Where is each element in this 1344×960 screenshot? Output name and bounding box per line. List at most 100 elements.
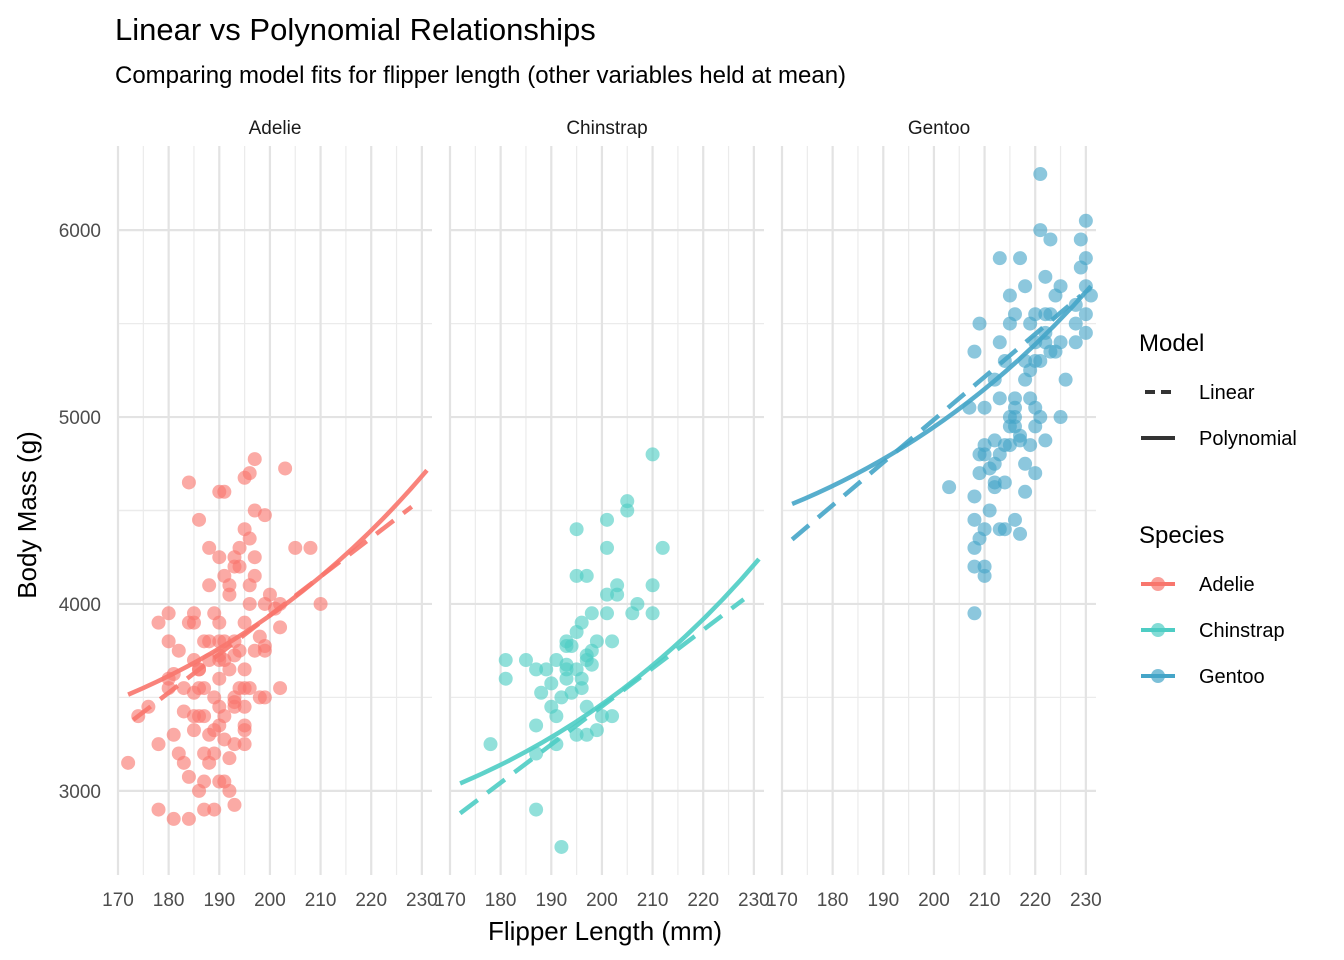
data-point (202, 578, 217, 593)
data-point (600, 587, 614, 602)
data-point (273, 681, 288, 696)
data-point (1053, 335, 1068, 350)
polynomial-fit-line (459, 557, 761, 786)
x-tick-label: 220 (687, 890, 719, 911)
data-point (151, 802, 166, 817)
data-point (181, 769, 196, 784)
y-tick-label: 4000 (59, 595, 101, 616)
x-axis-label: Flipper Length (mm) (488, 916, 722, 946)
data-point (529, 718, 544, 733)
data-point (518, 653, 533, 668)
data-point (247, 452, 262, 467)
data-point (222, 578, 237, 593)
data-point (992, 335, 1007, 350)
data-point (1033, 223, 1048, 238)
facet-panel-adelie: Adelie 170 180 190 200 210 220 230 (102, 118, 438, 911)
x-tick-label: 170 (434, 890, 466, 911)
legend-species-title: Species (1139, 522, 1224, 549)
x-tick-label: 180 (817, 890, 849, 911)
data-point (620, 494, 635, 509)
data-point (1028, 466, 1043, 481)
data-point (161, 606, 176, 621)
data-point (161, 634, 176, 649)
linear-fit-line (790, 293, 1083, 542)
data-point (1013, 526, 1028, 541)
data-point (166, 811, 181, 826)
data-point (1018, 484, 1033, 499)
data-point (1053, 410, 1068, 425)
data-point (222, 783, 237, 798)
data-point (151, 615, 166, 630)
facet-panel-gentoo: Gentoo 170 180 190 200 210 220 230 (766, 118, 1102, 911)
data-point (605, 634, 620, 649)
x-tick-label: 230 (738, 890, 770, 911)
data-point (217, 709, 232, 724)
data-point (1007, 391, 1022, 406)
data-point (288, 540, 303, 555)
data-point (579, 568, 594, 583)
data-point (534, 685, 549, 700)
data-point (197, 709, 212, 724)
data-point (166, 727, 181, 742)
x-tick-label: 180 (485, 890, 517, 911)
chart-title: Linear vs Polynomial Relationships (115, 12, 596, 47)
data-point (569, 727, 584, 742)
data-point (1028, 307, 1043, 322)
data-point (1068, 335, 1083, 350)
legend-adelie-label: Adelie (1199, 574, 1255, 596)
data-point (212, 550, 227, 565)
data-point (262, 587, 277, 602)
data-point (645, 578, 660, 593)
data-point (222, 662, 237, 677)
data-point (584, 657, 599, 672)
data-point (1033, 167, 1048, 182)
data-point (645, 606, 660, 621)
data-point (1078, 251, 1093, 266)
data-point (529, 802, 544, 817)
data-point (1078, 213, 1093, 228)
data-point (227, 737, 242, 752)
data-point (1058, 372, 1073, 387)
data-point (242, 596, 257, 611)
x-tick-label: 200 (918, 890, 950, 911)
x-tick-label: 230 (406, 890, 438, 911)
legend-adelie-dot (1151, 577, 1165, 591)
data-point (1038, 433, 1053, 448)
data-point (237, 699, 252, 714)
data-point (600, 606, 614, 621)
data-point (222, 751, 237, 766)
data-point (967, 344, 982, 359)
data-point (1038, 269, 1053, 284)
data-point (594, 709, 609, 724)
data-point (498, 671, 513, 686)
data-point (554, 839, 569, 854)
facet-strip-label: Adelie (249, 118, 302, 139)
facet-panel-chinstrap: Chinstrap 170 180 190 200 210 220 230 (434, 118, 770, 911)
data-point (242, 531, 257, 546)
data-point (171, 643, 186, 658)
legend-chinstrap-label: Chinstrap (1199, 620, 1285, 642)
data-point (197, 681, 212, 696)
data-point (1023, 438, 1038, 453)
data-point (151, 737, 166, 752)
data-point (1007, 410, 1022, 425)
data-point (982, 503, 997, 518)
data-point (181, 811, 196, 826)
data-point (1002, 288, 1017, 303)
data-point (232, 540, 247, 555)
data-point (181, 475, 196, 490)
legend-model-title: Model (1139, 330, 1204, 357)
data-point (483, 737, 498, 752)
x-tick-label: 170 (766, 890, 798, 911)
data-point (539, 662, 554, 677)
y-axis-label: Body Mass (g) (12, 431, 42, 599)
legend-gentoo-label: Gentoo (1199, 666, 1265, 688)
data-point (217, 484, 232, 499)
data-point (574, 671, 589, 686)
data-point (1068, 316, 1083, 331)
data-point (207, 746, 222, 761)
data-point (242, 466, 257, 481)
data-point (967, 606, 982, 621)
data-point (559, 671, 574, 686)
